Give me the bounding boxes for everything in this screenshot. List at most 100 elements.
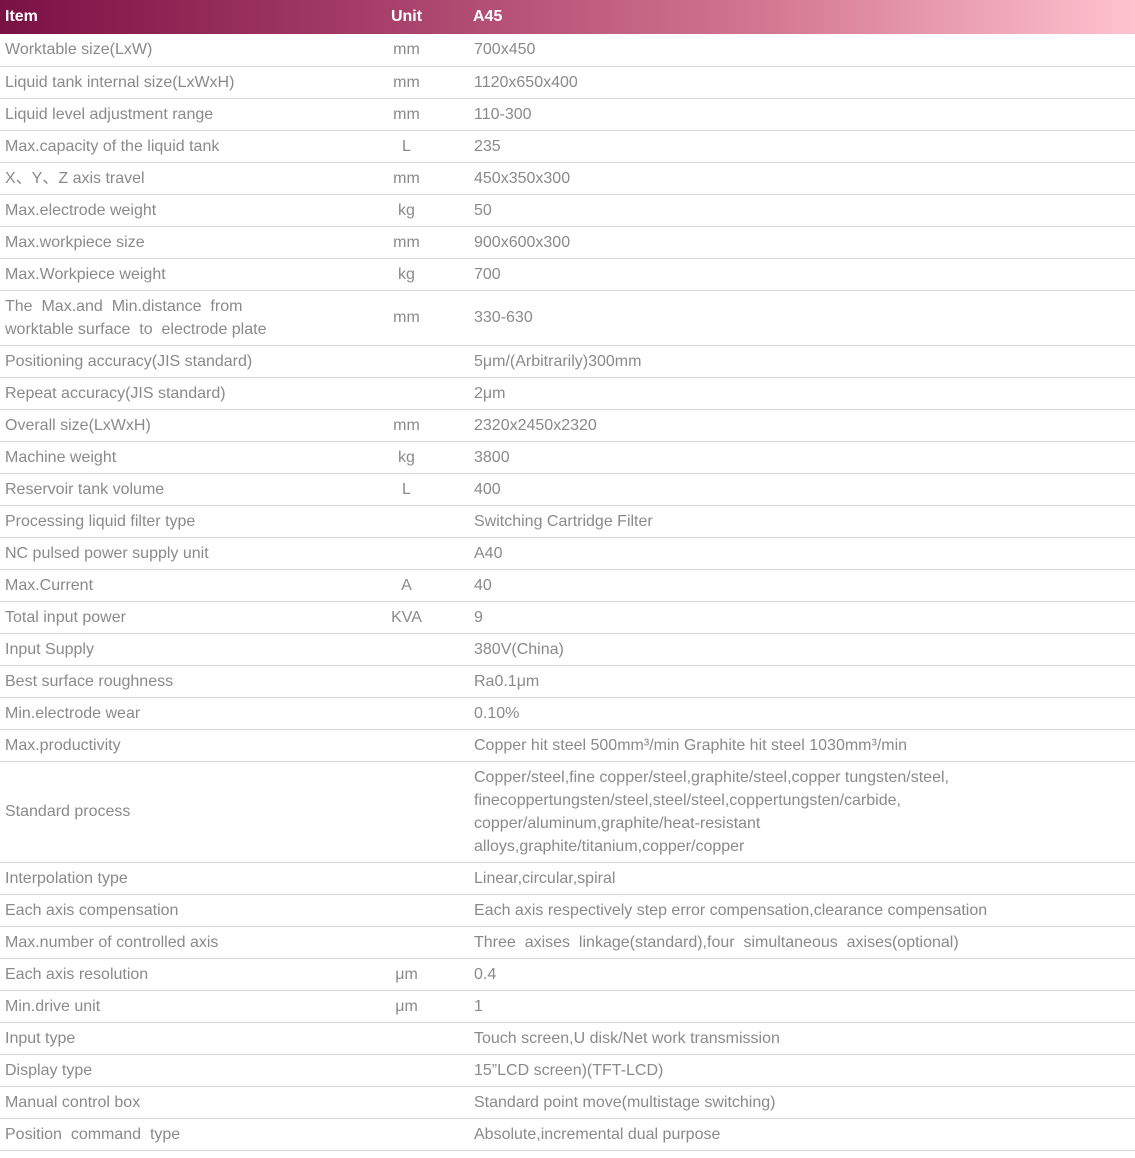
table-row: Position command type Absolute,increment…	[0, 1118, 1135, 1151]
table-row: The Max.and Min.distance from worktable …	[0, 290, 1135, 346]
unit-cell: L	[340, 130, 473, 163]
table-row: Max.Workpiece weight kg 700	[0, 258, 1135, 291]
table-row: Overall size(LxWxH) mm 2320x2450x2320	[0, 409, 1135, 442]
table-row: X、Y、Z axis travel mm 450x350x300	[0, 162, 1135, 195]
unit-cell: KVA	[340, 601, 473, 634]
item-cell: Min.drive unit	[0, 990, 340, 1023]
item-cell: X、Y、Z axis travel	[0, 162, 340, 195]
table-row: NC pulsed power supply unit A40	[0, 537, 1135, 570]
table-row: Input Supply 380V(China)	[0, 633, 1135, 666]
table-row: Display type 15”LCD screen)(TFT-LCD)	[0, 1054, 1135, 1087]
value-cell: 40	[473, 569, 1135, 602]
item-cell: Input Supply	[0, 633, 340, 666]
item-cell: Min.electrode wear	[0, 697, 340, 730]
item-cell: Manual control box	[0, 1086, 340, 1119]
value-cell: Copper hit steel 500mm³/min Graphite hit…	[473, 729, 1135, 762]
value-cell: 5μm/(Arbitrarily)300mm	[473, 345, 1135, 378]
item-cell: Processing liquid filter type	[0, 505, 340, 538]
item-cell: Interpolation type	[0, 862, 340, 895]
item-cell: Best surface roughness	[0, 665, 340, 698]
value-cell: 1	[473, 990, 1135, 1023]
column-header-unit: Unit	[390, 8, 423, 25]
item-cell: Each axis compensation	[0, 894, 340, 927]
unit-cell	[340, 505, 473, 538]
item-cell: Position command type	[0, 1118, 340, 1151]
item-cell: Max.capacity of the liquid tank	[0, 130, 340, 163]
table-row: Max.workpiece size mm 900x600x300	[0, 226, 1135, 259]
column-header-a45: A45	[473, 8, 503, 25]
unit-cell: mm	[340, 34, 473, 67]
unit-cell	[340, 729, 473, 762]
unit-cell	[340, 1022, 473, 1055]
unit-cell	[340, 377, 473, 410]
table-row: Standard process Copper/steel,fine coppe…	[0, 761, 1135, 863]
unit-cell: mm	[340, 290, 473, 346]
value-cell: Ra0.1μm	[473, 665, 1135, 698]
table-row: Total input power KVA 9	[0, 601, 1135, 634]
value-cell: Three axises linkage(standard),four simu…	[473, 926, 1135, 959]
table-row: Liquid level adjustment range mm 110-300	[0, 98, 1135, 131]
table-header-row: Item Unit A45	[0, 0, 1135, 34]
value-cell: 330-630	[473, 290, 1135, 346]
unit-cell: mm	[340, 226, 473, 259]
table-row: Interpolation type Linear,circular,spira…	[0, 862, 1135, 895]
unit-cell	[340, 862, 473, 895]
value-cell: 700	[473, 258, 1135, 291]
value-cell: 400	[473, 473, 1135, 506]
value-cell: Absolute,incremental dual purpose	[473, 1118, 1135, 1151]
item-cell: Max.electrode weight	[0, 194, 340, 227]
value-cell: Standard point move(multistage switching…	[473, 1086, 1135, 1119]
value-cell: 0.10%	[473, 697, 1135, 730]
value-cell: Touch screen,U disk/Net work transmissio…	[473, 1022, 1135, 1055]
value-cell: 700x450	[473, 34, 1135, 67]
value-cell: 450x350x300	[473, 162, 1135, 195]
unit-cell	[340, 1054, 473, 1087]
value-cell: 900x600x300	[473, 226, 1135, 259]
value-cell: 110-300	[473, 98, 1135, 131]
unit-cell	[340, 1118, 473, 1151]
table-row: Liquid tank internal size(LxWxH) mm 1120…	[0, 66, 1135, 99]
unit-cell	[340, 894, 473, 927]
unit-cell: mm	[340, 66, 473, 99]
item-cell: Liquid level adjustment range	[0, 98, 340, 131]
value-cell: 15”LCD screen)(TFT-LCD)	[473, 1054, 1135, 1087]
table-row: Input type Touch screen,U disk/Net work …	[0, 1022, 1135, 1055]
table-row: Repeat accuracy(JIS standard) 2μm	[0, 377, 1135, 410]
table-row: Worktable size(LxW) mm 700x450	[0, 34, 1135, 67]
item-cell: Each axis resolution	[0, 958, 340, 991]
unit-cell: μm	[340, 958, 473, 991]
column-header-item: Item	[5, 8, 38, 25]
value-cell: A40	[473, 537, 1135, 570]
item-cell: Reservoir tank volume	[0, 473, 340, 506]
unit-cell	[340, 537, 473, 570]
table-row: Machine weight kg 3800	[0, 441, 1135, 474]
table-row: Reservoir tank volume L 400	[0, 473, 1135, 506]
unit-cell	[340, 665, 473, 698]
table-row: Processing liquid filter type Switching …	[0, 505, 1135, 538]
table-row: Min.electrode wear 0.10%	[0, 697, 1135, 730]
unit-cell: μm	[340, 990, 473, 1023]
table-row: Best surface roughness Ra0.1μm	[0, 665, 1135, 698]
value-cell: 380V(China)	[473, 633, 1135, 666]
item-cell: Max.Workpiece weight	[0, 258, 340, 291]
value-cell: Switching Cartridge Filter	[473, 505, 1135, 538]
unit-cell	[340, 761, 473, 863]
table-row: Each axis resolution μm 0.4	[0, 958, 1135, 991]
unit-cell: kg	[340, 194, 473, 227]
item-cell: Max.number of controlled axis	[0, 926, 340, 959]
table-row: Max.number of controlled axis Three axis…	[0, 926, 1135, 959]
item-cell: Input type	[0, 1022, 340, 1055]
value-cell: 0.4	[473, 958, 1135, 991]
item-cell: Positioning accuracy(JIS standard)	[0, 345, 340, 378]
unit-cell	[340, 926, 473, 959]
item-cell: Max.workpiece size	[0, 226, 340, 259]
unit-cell: A	[340, 569, 473, 602]
value-cell: 2μm	[473, 377, 1135, 410]
table-row: Manual control box Standard point move(m…	[0, 1086, 1135, 1119]
item-cell: Standard process	[0, 761, 340, 863]
item-cell: Max.Current	[0, 569, 340, 602]
unit-cell	[340, 633, 473, 666]
item-cell: Overall size(LxWxH)	[0, 409, 340, 442]
